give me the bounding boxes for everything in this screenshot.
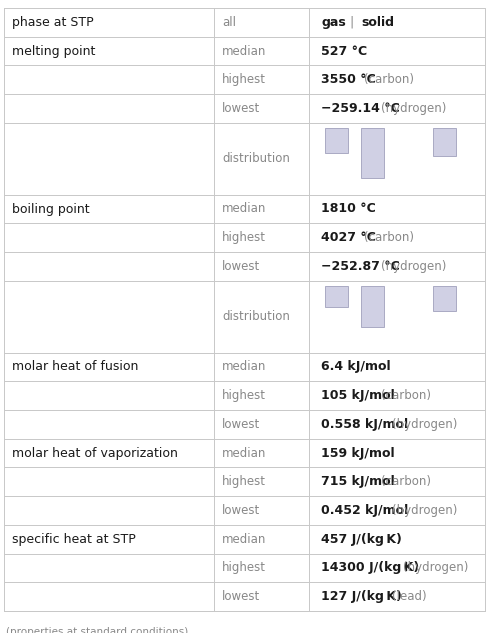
Text: specific heat at STP: specific heat at STP <box>12 533 136 546</box>
Text: median: median <box>222 533 266 546</box>
Text: median: median <box>222 446 266 460</box>
Text: lowest: lowest <box>222 260 260 273</box>
Text: (hydrogen): (hydrogen) <box>380 102 445 115</box>
Text: 527 °C: 527 °C <box>320 44 366 58</box>
Text: (lead): (lead) <box>391 590 426 603</box>
Text: (carbon): (carbon) <box>380 475 430 488</box>
Text: −259.14 °C: −259.14 °C <box>320 102 399 115</box>
Text: highest: highest <box>222 231 265 244</box>
Text: distribution: distribution <box>222 153 289 165</box>
Bar <box>324 128 347 153</box>
Text: lowest: lowest <box>222 504 260 517</box>
Text: |: | <box>348 16 352 29</box>
Text: (hydrogen): (hydrogen) <box>380 260 445 273</box>
Text: 6.4 kJ/mol: 6.4 kJ/mol <box>320 360 390 373</box>
Text: distribution: distribution <box>222 310 289 323</box>
Text: (carbon): (carbon) <box>363 231 413 244</box>
Text: (properties at standard conditions): (properties at standard conditions) <box>6 627 188 633</box>
Text: (carbon): (carbon) <box>380 389 430 402</box>
Text: 715 kJ/mol: 715 kJ/mol <box>320 475 394 488</box>
Text: boiling point: boiling point <box>12 203 89 215</box>
Text: 1810 °C: 1810 °C <box>320 203 375 215</box>
Text: 457 J/(kg K): 457 J/(kg K) <box>320 533 401 546</box>
Text: melting point: melting point <box>12 44 95 58</box>
Text: (carbon): (carbon) <box>363 73 413 86</box>
Text: lowest: lowest <box>222 590 260 603</box>
Text: (hydrogen): (hydrogen) <box>391 504 456 517</box>
Text: solid: solid <box>360 16 393 29</box>
Bar <box>324 285 347 307</box>
Text: 3550 °C: 3550 °C <box>320 73 375 86</box>
Text: 14300 J/(kg K): 14300 J/(kg K) <box>320 561 418 574</box>
Text: 4027 °C: 4027 °C <box>320 231 375 244</box>
Text: highest: highest <box>222 389 265 402</box>
Bar <box>360 128 383 178</box>
Text: (hydrogen): (hydrogen) <box>402 561 468 574</box>
Text: (hydrogen): (hydrogen) <box>391 418 456 431</box>
Bar <box>360 285 383 327</box>
Text: 0.452 kJ/mol: 0.452 kJ/mol <box>320 504 407 517</box>
Text: 127 J/(kg K): 127 J/(kg K) <box>320 590 401 603</box>
Text: gas: gas <box>320 16 345 29</box>
Text: all: all <box>222 16 236 29</box>
Text: highest: highest <box>222 561 265 574</box>
Text: lowest: lowest <box>222 418 260 431</box>
Text: highest: highest <box>222 73 265 86</box>
Text: median: median <box>222 360 266 373</box>
Text: 0.558 kJ/mol: 0.558 kJ/mol <box>320 418 407 431</box>
Text: lowest: lowest <box>222 102 260 115</box>
Bar <box>432 285 455 311</box>
Text: phase at STP: phase at STP <box>12 16 93 29</box>
Text: molar heat of vaporization: molar heat of vaporization <box>12 446 178 460</box>
Text: median: median <box>222 44 266 58</box>
Bar <box>432 128 455 156</box>
Text: −252.87 °C: −252.87 °C <box>320 260 399 273</box>
Text: 105 kJ/mol: 105 kJ/mol <box>320 389 394 402</box>
Text: highest: highest <box>222 475 265 488</box>
Text: median: median <box>222 203 266 215</box>
Text: molar heat of fusion: molar heat of fusion <box>12 360 138 373</box>
Text: 159 kJ/mol: 159 kJ/mol <box>320 446 394 460</box>
